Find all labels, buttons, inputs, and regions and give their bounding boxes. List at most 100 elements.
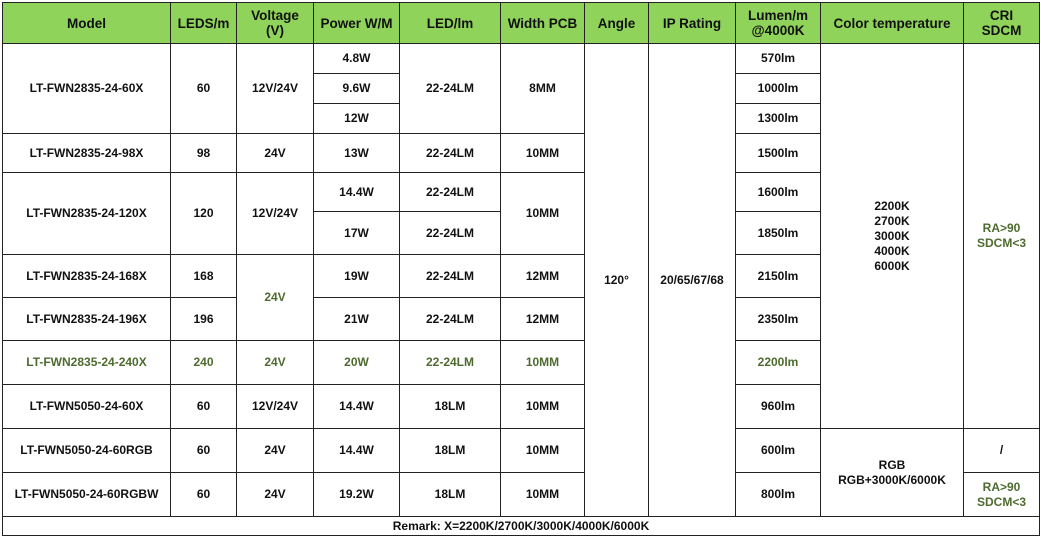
header-cri-sdcm: CRI SDCM bbox=[963, 2, 1040, 44]
table-row: LT-FWN5050-24-60RGBW 60 24V 19.2W 18LM 1… bbox=[2, 472, 1040, 517]
width-cell: 10MM bbox=[500, 340, 585, 385]
model-cell: LT-FWN2835-24-168X bbox=[2, 254, 171, 298]
table-row: LT-FWN5050-24-60RGB 60 24V 14.4W 18LM 10… bbox=[2, 428, 1040, 517]
model-cell: LT-FWN2835-24-120X bbox=[2, 172, 171, 255]
width-cell: 8MM bbox=[500, 43, 585, 134]
header-color-temperature: Color temperature bbox=[820, 2, 964, 44]
table-row: LT-FWN2835-24-196X 196 21W 22-24LM 12MM … bbox=[2, 297, 1040, 341]
led-lm-cell: 22-24LM bbox=[399, 297, 501, 341]
lumen-cell: 570lm bbox=[735, 43, 821, 74]
led-lm-cell: 22-24LM bbox=[399, 254, 501, 298]
power-cell: 17W bbox=[313, 211, 400, 255]
led-lm-cell: 18LM bbox=[399, 384, 501, 429]
lumen-cell: 1850lm bbox=[735, 211, 821, 255]
power-cell: 20W bbox=[313, 340, 400, 385]
voltage-cell: 12V/24V bbox=[236, 172, 314, 255]
table-row: LT-FWN5050-24-60X 60 12V/24V 14.4W 18LM … bbox=[2, 384, 1040, 429]
leds-cell: 196 bbox=[170, 297, 237, 341]
width-cell: 10MM bbox=[500, 472, 585, 517]
led-lm-cell: 22-24LM bbox=[399, 340, 501, 385]
led-lm-cell: 18LM bbox=[399, 428, 501, 473]
model-cell: LT-FWN2835-24-240X bbox=[2, 340, 171, 385]
leds-cell: 240 bbox=[170, 340, 237, 385]
lumen-cell: 1000lm bbox=[735, 73, 821, 104]
table-row: LT-FWN2835-24-168X 168 24V 19W 22-24LM 1… bbox=[2, 254, 1040, 341]
remark: Remark: X=2200K/2700K/3000K/4000K/6000K bbox=[2, 516, 1040, 536]
table-row: LT-FWN2835-24-120X 120 12V/24V 14.4W 22-… bbox=[2, 172, 1040, 255]
power-cell: 21W bbox=[313, 297, 400, 341]
leds-cell: 168 bbox=[170, 254, 237, 298]
leds-cell: 98 bbox=[170, 133, 237, 173]
model-cell: LT-FWN2835-24-60X bbox=[2, 43, 171, 134]
power-cell: 14.4W bbox=[313, 172, 400, 212]
table-row: 17W 22-24LM 1850lm bbox=[3, 211, 1040, 255]
lumen-cell: 1500lm bbox=[735, 133, 821, 173]
lumen-cell: 2150lm bbox=[735, 254, 821, 298]
lumen-cell: 800lm bbox=[735, 472, 821, 517]
leds-cell: 60 bbox=[170, 428, 237, 473]
power-cell: 14.4W bbox=[313, 384, 400, 429]
cri-sdcm-cell: RA>90 SDCM<3 bbox=[963, 43, 1040, 429]
header-ip-rating: IP Rating bbox=[648, 2, 736, 44]
power-cell: 14.4W bbox=[313, 428, 400, 473]
voltage-cell: 24V bbox=[236, 340, 314, 385]
spec-table: Model LEDS/m Voltage (V) Power W/M LED/l… bbox=[2, 2, 1040, 536]
voltage-cell: 24V bbox=[236, 254, 314, 341]
led-lm-cell: 22-24LM bbox=[399, 211, 501, 255]
remark-row: Remark: X=2200K/2700K/3000K/4000K/6000K bbox=[2, 516, 1040, 536]
table-row: 9.6W 1000lm bbox=[3, 73, 1040, 104]
model-cell: LT-FWN5050-24-60X bbox=[2, 384, 171, 429]
width-cell: 12MM bbox=[500, 254, 585, 298]
voltage-cell: 24V bbox=[236, 428, 314, 473]
header-model: Model bbox=[2, 2, 171, 44]
color-temperature-rgb-cell: RGB RGB+3000K/6000K bbox=[820, 428, 964, 517]
model-cell: LT-FWN5050-24-60RGBW bbox=[2, 472, 171, 517]
cri-sdcm-rgbw-cell: RA>90 SDCM<3 bbox=[963, 472, 1040, 517]
voltage-cell: 12V/24V bbox=[236, 43, 314, 134]
lumen-cell: 1300lm bbox=[735, 103, 821, 134]
power-cell: 4.8W bbox=[313, 43, 400, 74]
lumen-cell: 960lm bbox=[735, 384, 821, 429]
voltage-cell: 12V/24V bbox=[236, 384, 314, 429]
angle-cell: 120° bbox=[584, 43, 649, 517]
power-cell: 9.6W bbox=[313, 73, 400, 104]
table-row: 12W 1300lm bbox=[3, 103, 1040, 134]
power-cell: 13W bbox=[313, 133, 400, 173]
header-width-pcb: Width PCB bbox=[500, 2, 585, 44]
width-cell: 10MM bbox=[500, 428, 585, 473]
table-row: LT-FWN2835-24-98X 98 24V 13W 22-24LM 10M… bbox=[2, 133, 1040, 173]
lumen-cell: 2350lm bbox=[735, 297, 821, 341]
header-power: Power W/M bbox=[313, 2, 400, 44]
led-lm-cell: 22-24LM bbox=[399, 43, 501, 134]
width-cell: 10MM bbox=[500, 133, 585, 173]
header-row: Model LEDS/m Voltage (V) Power W/M LED/l… bbox=[2, 2, 1040, 44]
width-cell: 12MM bbox=[500, 297, 585, 341]
header-voltage: Voltage (V) bbox=[236, 2, 314, 44]
leds-cell: 120 bbox=[170, 172, 237, 255]
width-cell: 10MM bbox=[500, 384, 585, 429]
model-cell: LT-FWN2835-24-98X bbox=[2, 133, 171, 173]
lumen-cell: 1600lm bbox=[735, 172, 821, 212]
header-led-lm: LED/lm bbox=[399, 2, 501, 44]
lumen-cell: 600lm bbox=[735, 428, 821, 473]
cri-sdcm-rgb-cell: / bbox=[963, 428, 1040, 473]
led-lm-cell: 22-24LM bbox=[399, 133, 501, 173]
power-cell: 12W bbox=[313, 103, 400, 134]
leds-cell: 60 bbox=[170, 472, 237, 517]
color-temperature-cell: 2200K 2700K 3000K 4000K 6000K bbox=[820, 43, 964, 429]
header-lumen: Lumen/m @4000K bbox=[735, 2, 821, 44]
table-row: LT-FWN2835-24-60X 60 12V/24V 4.8W 22-24L… bbox=[2, 43, 1040, 517]
lumen-cell: 2200lm bbox=[735, 340, 821, 385]
power-cell: 19W bbox=[313, 254, 400, 298]
width-cell: 10MM bbox=[500, 172, 585, 255]
model-cell: LT-FWN5050-24-60RGB bbox=[2, 428, 171, 473]
power-cell: 19.2W bbox=[313, 472, 400, 517]
header-leds: LEDS/m bbox=[170, 2, 237, 44]
led-lm-cell: 22-24LM bbox=[399, 172, 501, 212]
voltage-cell: 24V bbox=[236, 133, 314, 173]
model-cell: LT-FWN2835-24-196X bbox=[2, 297, 171, 341]
header-angle: Angle bbox=[584, 2, 649, 44]
leds-cell: 60 bbox=[170, 384, 237, 429]
ip-rating-cell: 20/65/67/68 bbox=[648, 43, 736, 517]
led-lm-cell: 18LM bbox=[399, 472, 501, 517]
